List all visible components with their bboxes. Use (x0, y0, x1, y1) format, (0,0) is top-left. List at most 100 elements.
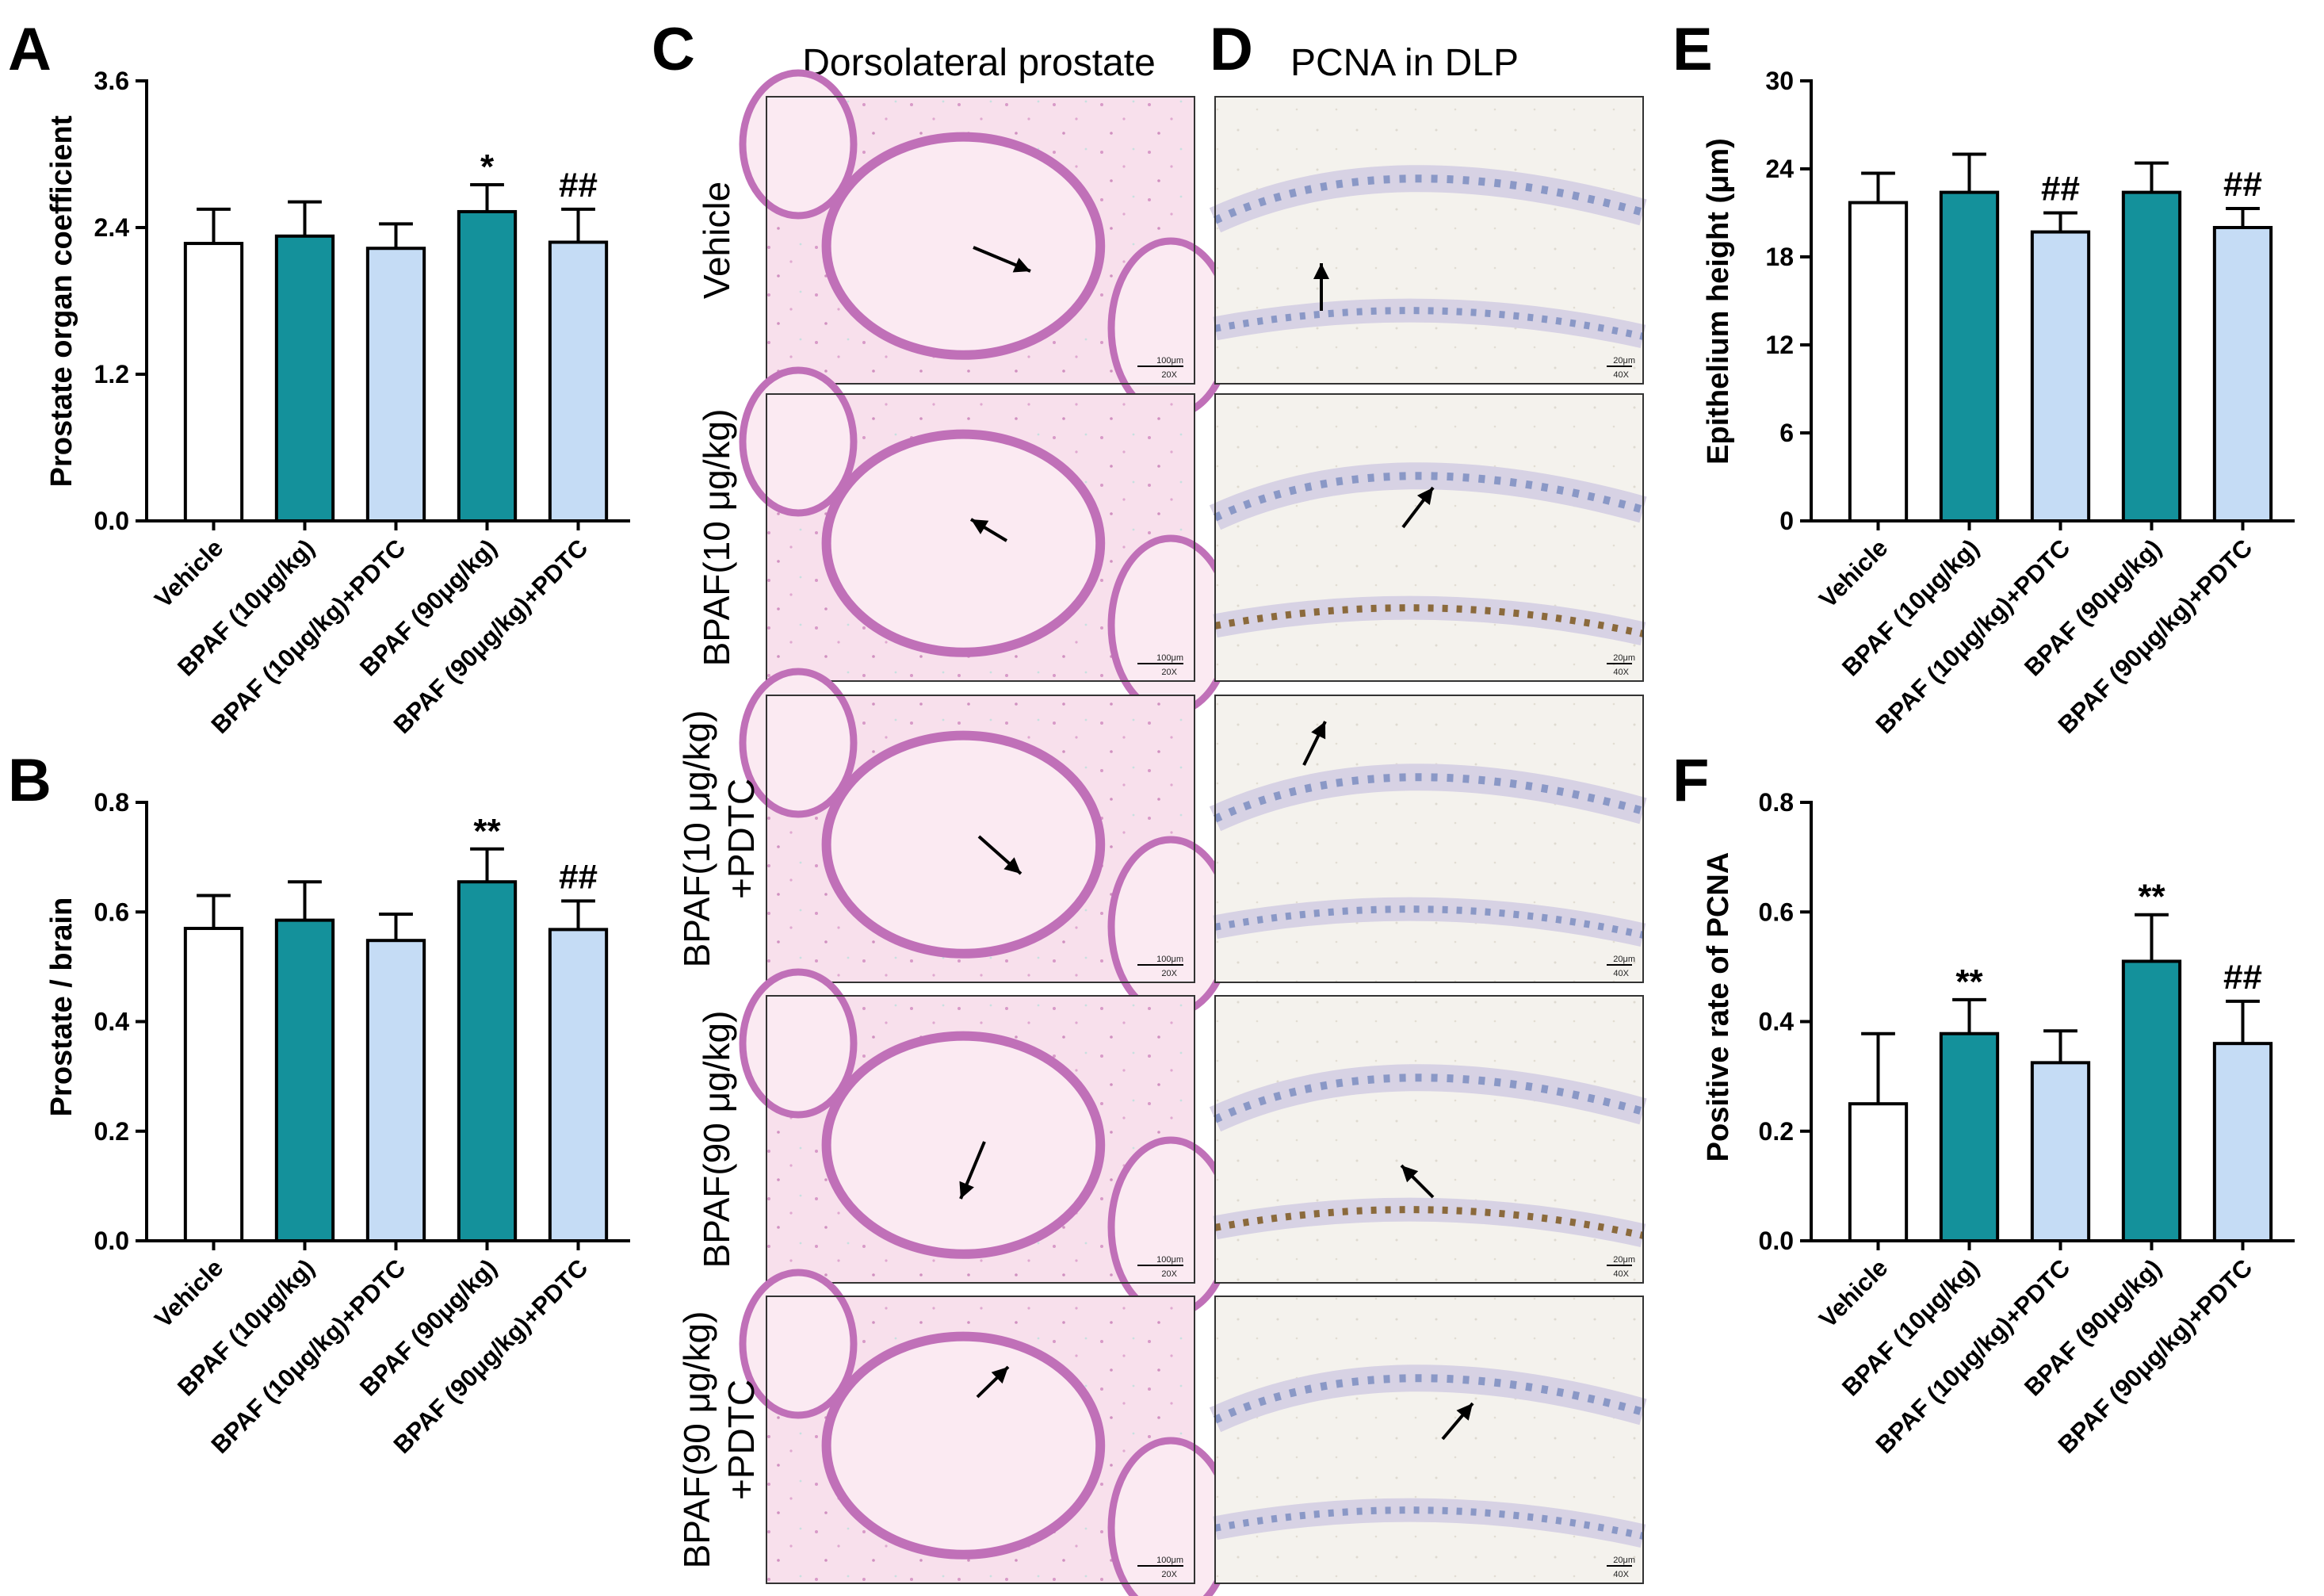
nuclei-row (1213, 1374, 1645, 1424)
y-tick-label: 0.2 (1759, 1117, 1794, 1146)
y-axis-label: Epithelium height (μm) (1702, 138, 1735, 465)
y-tick-label: 18 (1765, 243, 1794, 271)
pcna-image-background (1214, 695, 1644, 983)
y-tick-label: 3.6 (94, 67, 129, 95)
significance-label: ** (2138, 878, 2165, 917)
bar (2212, 226, 2273, 522)
x-tick-label: Vehicle (1814, 1253, 1893, 1333)
gland-lumen (739, 1269, 858, 1419)
bar (548, 928, 609, 1242)
pcna-image-background (1214, 96, 1644, 385)
y-tick-label: 12 (1765, 331, 1794, 359)
chart-panel-e: E Epithelium height (μm) 0 6 12 18 24 30 Vehic… (1672, 16, 2295, 739)
y-axis-label: Prostate / brain (45, 898, 78, 1117)
panel-letter-b: B (8, 747, 52, 814)
he-micrograph: 100μm 20X (739, 968, 1234, 1319)
y-tick-label: 0.6 (1759, 898, 1794, 926)
y-tick-label: 0.4 (94, 1008, 130, 1036)
scale-bar-label: 20μm (1613, 356, 1635, 366)
column-title-he: Dorsolateral prostate (802, 42, 1156, 84)
significance-label: ## (559, 166, 598, 205)
row-label: Vehicle (696, 182, 737, 299)
y-tick-label: 0.8 (1759, 788, 1794, 817)
y-tick-label: 24 (1765, 155, 1794, 183)
panel-letter-f: F (1672, 747, 1709, 814)
y-tick-label: 0 (1779, 507, 1794, 535)
indicator-arrow-head (971, 519, 989, 534)
y-tick-label: 6 (1779, 419, 1794, 447)
y-tick-label: 30 (1765, 67, 1794, 95)
row-label: BPAF(10 μg/kg) (696, 409, 737, 667)
bar (274, 234, 335, 522)
pcna-image-frame (1214, 393, 1644, 682)
gland-lumen (1107, 534, 1234, 717)
significance-label: ## (2223, 958, 2262, 997)
bar (2030, 1061, 2091, 1242)
scale-bar-label: 20μm (1613, 1556, 1635, 1565)
y-tick-label: 1.2 (94, 360, 129, 388)
row-label-line: Vehicle (696, 182, 737, 299)
scale-bar-label: 100μm (1156, 1255, 1183, 1265)
y-axis-label: Positive rate of PCNA (1702, 852, 1735, 1162)
indicator-arrow-head (1401, 1165, 1419, 1183)
x-tick-label: Vehicle (1814, 534, 1893, 613)
bar (183, 242, 244, 522)
nuclei-row (1213, 472, 1645, 522)
he-image-frame (766, 96, 1195, 385)
indicator-arrow-head (1311, 721, 1326, 740)
gland-lumen (1107, 237, 1234, 419)
row-label-line: +PDTC (721, 779, 762, 899)
panel-letter-c: C (652, 16, 695, 83)
micrograph-panel-c: C Dorsolateral prostate 100μm 20X 100μm 20X… (652, 16, 1234, 1596)
bar (457, 880, 518, 1242)
nuclei-row (1213, 773, 1645, 823)
indicator-arrow-head (1003, 857, 1021, 874)
bar (2121, 959, 2182, 1243)
magnification-label: 20X (1161, 370, 1177, 380)
indicator-arrow-head (991, 1367, 1008, 1384)
he-micrograph: 100μm 20X (739, 69, 1234, 419)
he-image-frame (766, 1296, 1195, 1584)
image-column-pcna: 20μm 40X 20μm 40X 20μm 40X 20μm 40X 20μm 40X (1209, 96, 1647, 1584)
pcna-image-frame (1214, 695, 1644, 983)
he-image-frame (766, 393, 1195, 682)
magnification-label: 40X (1613, 969, 1629, 978)
y-tick-label: 0.0 (1759, 1227, 1794, 1255)
row-label-line: BPAF(10 μg/kg) (676, 710, 717, 968)
nuclei-row (1214, 1506, 1644, 1540)
row-label: BPAF(90 μg/kg)+PDTC (676, 1311, 762, 1569)
nuclei-row (1214, 1206, 1644, 1239)
row-label-line: BPAF(90 μg/kg) (696, 1011, 737, 1269)
bar (1848, 201, 1909, 523)
gland-lumen (739, 668, 858, 818)
bar (2212, 1042, 2273, 1243)
y-tick-label: 0.2 (94, 1117, 129, 1146)
nuclei-row (1214, 604, 1644, 637)
gland-lumen (1107, 836, 1234, 1018)
gland-lumen (821, 1031, 1106, 1259)
scale-bar-label: 100μm (1156, 1556, 1183, 1565)
pcna-image-frame (1214, 995, 1644, 1284)
y-tick-label: 0.4 (1759, 1008, 1795, 1036)
row-label: BPAF(90 μg/kg) (696, 1011, 737, 1269)
panel-letter-a: A (8, 16, 52, 83)
significance-label: ** (473, 812, 501, 851)
bar (274, 918, 335, 1243)
pcna-image-background (1214, 1296, 1644, 1584)
bar (365, 247, 426, 522)
panel-letter-d: D (1210, 16, 1253, 83)
row-label-line: BPAF(90 μg/kg) (676, 1311, 717, 1569)
scale-bar-label: 100μm (1156, 356, 1183, 366)
column-title-pcna: PCNA in DLP (1290, 42, 1519, 84)
y-tick-label: 2.4 (94, 213, 130, 242)
scale-bar-label: 20μm (1613, 653, 1635, 663)
gland-lumen (821, 730, 1106, 959)
row-label-line: BPAF(10 μg/kg) (696, 409, 737, 667)
magnification-label: 40X (1613, 1570, 1629, 1579)
panel-letter-e: E (1672, 16, 1713, 83)
nuclei-row (1213, 1074, 1645, 1123)
